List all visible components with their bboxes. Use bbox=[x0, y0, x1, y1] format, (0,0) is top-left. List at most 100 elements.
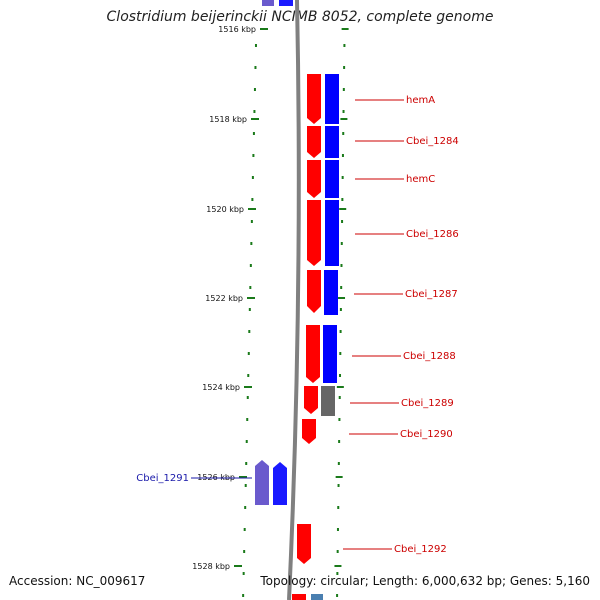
track-dot bbox=[249, 264, 252, 267]
genome-title: Clostridium beijerinckii NCIMB 8052, com… bbox=[106, 9, 494, 25]
gene-label[interactable]: Cbei_1287 bbox=[405, 289, 458, 300]
gene-partial-top-forward[interactable] bbox=[279, 0, 293, 6]
axis-tick-mark bbox=[248, 208, 256, 210]
track-dot bbox=[338, 418, 341, 421]
genome-backbone bbox=[287, 0, 301, 600]
track-dot bbox=[242, 572, 245, 575]
gene-block-Cbei_1289-other[interactable] bbox=[321, 386, 335, 416]
gene-label[interactable]: Cbei_1289 bbox=[401, 398, 454, 409]
track-dot bbox=[340, 264, 343, 267]
track-dot bbox=[342, 110, 345, 113]
gene-labels: hemA Cbei_1284 hemC Cbei_1286 Cbei_1287 Cbei_… bbox=[136, 95, 458, 555]
gene-arrow-Cbei_1291-reverse-b[interactable] bbox=[273, 462, 287, 505]
axis-tick-mark bbox=[260, 28, 268, 30]
axis-tick-label: 1528 kbp bbox=[192, 562, 230, 571]
track-dot bbox=[336, 594, 339, 597]
track-dot bbox=[246, 418, 249, 421]
axis-tick-mark-right bbox=[341, 28, 349, 30]
track-dot bbox=[245, 440, 248, 443]
axis-tick-mark bbox=[251, 118, 259, 120]
track-dot bbox=[253, 88, 256, 91]
axis-tick-mark bbox=[247, 297, 255, 299]
track-dot bbox=[338, 440, 341, 443]
gene-label[interactable]: hemA bbox=[406, 95, 435, 106]
track-dot bbox=[250, 220, 253, 223]
track-dot bbox=[252, 132, 255, 135]
gene-block-Cbei_1286-reverse[interactable] bbox=[325, 200, 339, 266]
track-dot bbox=[339, 308, 342, 311]
right-dotted-track bbox=[336, 44, 346, 597]
track-dot bbox=[337, 484, 340, 487]
gene-partial-top-reverse[interactable] bbox=[262, 0, 274, 6]
gene-block-hemC-reverse[interactable] bbox=[325, 160, 339, 198]
track-dot bbox=[342, 132, 345, 135]
axis-tick-mark bbox=[244, 386, 252, 388]
gene-arrow-Cbei_1286-forward[interactable] bbox=[307, 200, 321, 266]
gene-label[interactable]: Cbei_1284 bbox=[406, 136, 459, 147]
track-dot bbox=[244, 506, 247, 509]
gene-partial-bottom-reverse[interactable] bbox=[311, 594, 323, 600]
track-dot bbox=[342, 88, 345, 91]
axis-tick-mark bbox=[239, 476, 247, 478]
axis-tick-label: 1518 kbp bbox=[209, 115, 247, 124]
track-dot bbox=[336, 550, 339, 553]
track-dot bbox=[340, 242, 343, 245]
gene-arrow-hemA-forward[interactable] bbox=[307, 74, 321, 124]
gene-partial-bottom-forward[interactable] bbox=[292, 594, 306, 600]
axis-tick-mark bbox=[234, 565, 242, 567]
gene-arrow-hemC-forward[interactable] bbox=[307, 160, 321, 198]
gene-block-Cbei_1288-reverse[interactable] bbox=[323, 325, 337, 383]
gene-arrow-Cbei_1284-forward[interactable] bbox=[307, 126, 321, 158]
gene-arrow-Cbei_1289-forward[interactable] bbox=[304, 386, 318, 414]
track-dot bbox=[343, 44, 346, 47]
gene-block-hemA-reverse[interactable] bbox=[325, 74, 339, 124]
axis-tick-label: 1522 kbp bbox=[205, 294, 243, 303]
track-dot bbox=[244, 484, 247, 487]
genome-summary: Topology: circular; Length: 6,000,632 bp… bbox=[260, 574, 590, 588]
gene-block-Cbei_1284-reverse[interactable] bbox=[325, 126, 339, 158]
track-dot bbox=[337, 506, 340, 509]
gene-arrow-Cbei_1290-forward[interactable] bbox=[302, 419, 316, 444]
track-dot bbox=[251, 176, 254, 179]
gene-arrow-Cbei_1292-forward[interactable] bbox=[297, 524, 311, 564]
track-dot bbox=[247, 374, 250, 377]
track-dot bbox=[341, 220, 344, 223]
gene-arrow-Cbei_1291-reverse-a[interactable] bbox=[255, 460, 269, 505]
track-dot bbox=[246, 396, 249, 399]
track-dot bbox=[247, 352, 250, 355]
track-dot bbox=[243, 550, 246, 553]
gene-label[interactable]: Cbei_1290 bbox=[400, 429, 453, 440]
axis-tick-label: 1524 kbp bbox=[202, 383, 240, 392]
track-dot bbox=[336, 528, 339, 531]
gene-label[interactable]: hemC bbox=[406, 174, 435, 185]
axis-tick-mark-right bbox=[336, 386, 344, 388]
gene-label[interactable]: Cbei_1286 bbox=[406, 229, 459, 240]
track-dot bbox=[336, 572, 339, 575]
axis-tick-mark-right bbox=[340, 118, 348, 120]
gene-label[interactable]: Cbei_1292 bbox=[394, 544, 447, 555]
reverse-genes bbox=[255, 74, 339, 600]
gene-label[interactable]: Cbei_1288 bbox=[403, 351, 456, 362]
track-dot bbox=[339, 374, 342, 377]
axis-tick-label: 1520 kbp bbox=[206, 205, 244, 214]
gene-block-Cbei_1287-reverse[interactable] bbox=[324, 270, 338, 315]
track-dot bbox=[253, 110, 256, 113]
axis-tick-mark-right bbox=[338, 297, 346, 299]
track-dot bbox=[338, 396, 341, 399]
gene-label[interactable]: Cbei_1291 bbox=[136, 473, 189, 484]
track-dot bbox=[341, 198, 344, 201]
axis-tick-mark-right bbox=[339, 208, 347, 210]
track-dot bbox=[248, 330, 251, 333]
gene-arrow-Cbei_1287-forward[interactable] bbox=[307, 270, 321, 313]
left-dotted-track bbox=[242, 44, 257, 597]
track-dot bbox=[339, 352, 342, 355]
track-dot bbox=[243, 528, 246, 531]
track-dot bbox=[343, 66, 346, 69]
gene-arrow-Cbei_1288-forward[interactable] bbox=[306, 325, 320, 383]
track-dot bbox=[254, 66, 257, 69]
track-dot bbox=[337, 462, 340, 465]
track-dot bbox=[339, 330, 342, 333]
track-dot bbox=[252, 154, 255, 157]
track-dot bbox=[242, 594, 245, 597]
